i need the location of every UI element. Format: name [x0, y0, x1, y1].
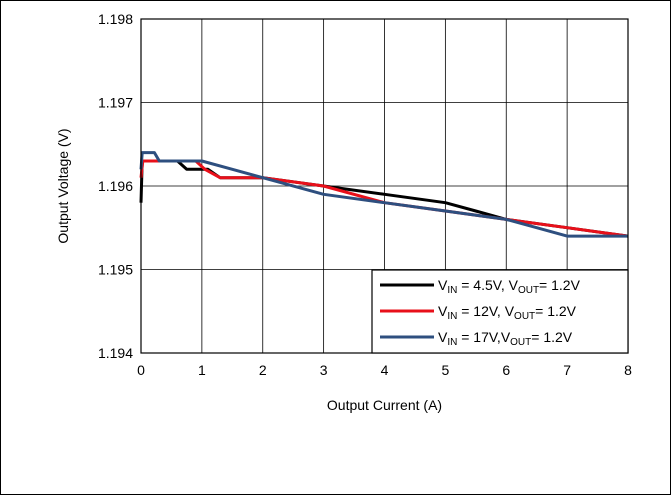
- legend-text-part: IN: [447, 285, 457, 296]
- legend-text-part: V: [438, 329, 448, 345]
- x-tick-label: 2: [259, 362, 267, 378]
- legend-text-part: IN: [447, 337, 457, 348]
- legend-text-part: OUT: [510, 337, 531, 348]
- x-tick-label: 3: [320, 362, 328, 378]
- x-tick-label: 4: [381, 362, 389, 378]
- x-tick-label: 5: [441, 362, 449, 378]
- legend-text-part: = 1.2V: [539, 277, 581, 293]
- legend-text-part: = 4.5V, V: [457, 277, 518, 293]
- legend-text-part: V: [438, 277, 448, 293]
- y-tick-label: 1.198: [98, 11, 133, 27]
- y-tick-label: 1.197: [98, 95, 133, 111]
- series-layer: [139, 151, 629, 238]
- x-tick-label: 8: [624, 362, 632, 378]
- legend-label-1: VIN = 4.5V, VOUT= 1.2V: [438, 277, 581, 296]
- y-tick-labels: 1.194 1.195 1.196 1.197 1.198: [98, 11, 133, 361]
- legend-text-part: OUT: [518, 285, 539, 296]
- legend-text-part: = 1.2V: [531, 329, 573, 345]
- x-axis-label: Output Current (A): [327, 397, 442, 413]
- legend-text-part: = 12V, V: [457, 303, 514, 319]
- legend-text-part: IN: [447, 311, 457, 322]
- y-axis-label: Output Voltage (V): [55, 128, 71, 243]
- series-line-3: [139, 151, 628, 238]
- y-tick-label: 1.196: [98, 178, 133, 194]
- x-tick-label: 7: [563, 362, 571, 378]
- y-tick-label: 1.195: [98, 262, 133, 278]
- x-tick-labels: 0 1 2 3 4 5 6 7 8: [137, 362, 632, 378]
- legend-text-part: = 1.2V: [535, 303, 577, 319]
- legend-text-part: = 17V,V: [457, 329, 510, 345]
- x-tick-label: 1: [198, 362, 206, 378]
- y-tick-label: 1.194: [98, 345, 133, 361]
- x-tick-label: 0: [137, 362, 145, 378]
- legend-label-2: VIN = 12V, VOUT= 1.2V: [438, 303, 577, 322]
- legend-text-part: OUT: [514, 311, 535, 322]
- legend-text-part: V: [438, 303, 448, 319]
- x-tick-label: 6: [502, 362, 510, 378]
- legend-label-3: VIN = 17V,VOUT= 1.2V: [438, 329, 573, 348]
